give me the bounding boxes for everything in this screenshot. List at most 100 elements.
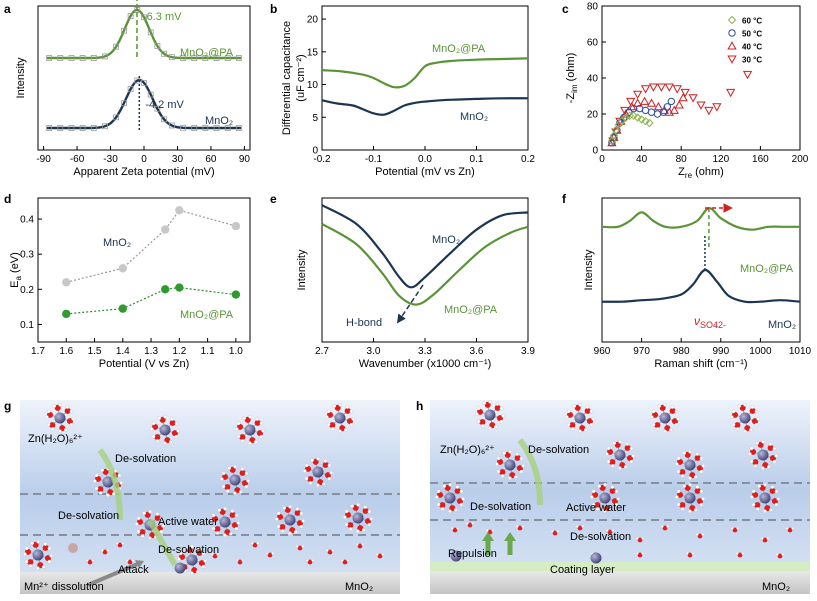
series-label-MnO2@PA: MnO₂@PA	[740, 263, 794, 275]
water-hydrogen	[663, 429, 667, 434]
water-oxygen	[467, 522, 473, 528]
data-point-60 °C	[645, 118, 654, 128]
water-hydrogen	[482, 401, 487, 405]
water-hydrogen	[234, 427, 239, 431]
data-point-30 °C	[688, 94, 698, 103]
series-label-MnO2: MnO₂	[460, 111, 488, 123]
data-point-MnO2	[231, 221, 241, 231]
schematic-h-coating	[430, 562, 810, 571]
x-tick-label-a: 60	[205, 154, 217, 165]
water-hydrogen	[508, 449, 512, 454]
x-tick-label-a: -60	[70, 154, 85, 165]
water-hydrogen	[44, 415, 49, 419]
water-oxygen	[64, 407, 71, 414]
water-oxygen	[607, 529, 613, 535]
water-hydrogen	[731, 422, 736, 427]
annotation-h-bond: H-bond	[346, 317, 382, 329]
water-hydrogen	[301, 544, 305, 548]
water-hydrogen	[570, 427, 575, 431]
water-oxygen	[239, 434, 246, 441]
water-hydrogen	[485, 528, 489, 532]
free-water	[730, 526, 740, 533]
data-point-MnO2	[141, 79, 147, 86]
water-hydrogen	[461, 497, 466, 501]
water-hydrogen	[209, 519, 214, 523]
water-hydrogen	[655, 427, 660, 431]
water-oxygen	[499, 469, 506, 476]
schematic-g-species: Zn(H₂O)₆²⁺	[28, 433, 83, 445]
water-hydrogen	[753, 464, 758, 468]
x-axis-label-b: Potential (mV vs Zn)	[375, 166, 475, 178]
x-tick-label-b: 0.2	[521, 154, 535, 165]
x-tick-label-d: 1.1	[201, 346, 215, 357]
water-oxygen	[777, 553, 783, 559]
zn-ion	[599, 492, 611, 504]
x-tick-label-f: 1000	[749, 346, 772, 357]
water-oxygen	[327, 549, 333, 555]
water-hydrogen	[256, 541, 260, 545]
water-hydrogen	[585, 405, 590, 409]
water-hydrogen	[253, 440, 258, 444]
water-hydrogen	[244, 484, 249, 489]
x-tick-label-d: 1.6	[59, 346, 73, 357]
data-point-30 °C	[742, 70, 753, 80]
water-hydrogen	[688, 509, 692, 514]
zn-hydrate-cluster	[209, 506, 241, 538]
data-point-MnO2@PA	[121, 27, 127, 34]
free-water	[465, 521, 475, 528]
water-hydrogen	[791, 526, 795, 530]
water-hydrogen	[356, 502, 360, 507]
water-hydrogen	[327, 463, 332, 468]
water-hydrogen	[755, 507, 760, 511]
water-oxygen	[377, 553, 383, 559]
data-point-MnO2@PA	[113, 43, 120, 50]
water-oxygen	[594, 502, 601, 509]
x-tick-label-b: 0.1	[470, 154, 484, 165]
legend-marker-30 °C	[727, 55, 737, 64]
zn-ion	[504, 459, 516, 471]
data-point-MnO2@PA	[168, 54, 175, 61]
x-tick-label-d: 1.5	[88, 346, 102, 357]
water-hydrogen	[699, 502, 704, 507]
water-hydrogen	[674, 422, 679, 427]
water-oxygen	[609, 459, 616, 466]
water-hydrogen	[434, 495, 439, 499]
water-hydrogen	[625, 442, 630, 446]
water-hydrogen	[631, 454, 636, 458]
free-water	[485, 528, 495, 535]
water-hydrogen	[471, 521, 475, 525]
water-hydrogen	[163, 414, 167, 419]
y-axis-label-e: Intensity	[296, 249, 308, 290]
water-oxygen	[787, 527, 793, 533]
free-water	[785, 526, 795, 533]
plot-frame-b	[321, 5, 529, 151]
water-oxygen	[479, 419, 486, 426]
x-tick-label-d: 1.3	[144, 346, 158, 357]
water-hydrogen	[453, 508, 458, 512]
water-hydrogen	[693, 508, 698, 512]
series-label-MnO2@PA: MnO₂@PA	[180, 309, 234, 321]
water-hydrogen	[349, 409, 354, 414]
water-hydrogen	[499, 406, 504, 411]
data-point-50 °C	[659, 108, 668, 116]
free-water	[85, 558, 95, 565]
data-point-30 °C	[640, 85, 651, 94]
zn-hydrate-cluster	[434, 482, 466, 514]
water-hydrogen	[201, 564, 206, 569]
water-oxygen	[752, 459, 759, 466]
water-hydrogen	[768, 508, 773, 512]
panel-letter-g: g	[4, 399, 11, 413]
water-oxygen	[454, 487, 461, 494]
water-hydrogen	[566, 409, 571, 414]
water-hydrogen	[455, 485, 460, 489]
water-oxygen	[322, 461, 329, 468]
y-tick-label-d: 0.2	[20, 285, 34, 296]
water-hydrogen	[117, 473, 122, 478]
data-point-30 °C	[664, 83, 674, 92]
water-hydrogen	[699, 456, 704, 461]
water-hydrogen	[367, 509, 372, 514]
water-hydrogen	[24, 546, 29, 551]
water-hydrogen	[234, 526, 239, 531]
series-label-MnO2@PA: MnO₂@PA	[180, 47, 234, 59]
water-hydrogen	[274, 517, 279, 521]
